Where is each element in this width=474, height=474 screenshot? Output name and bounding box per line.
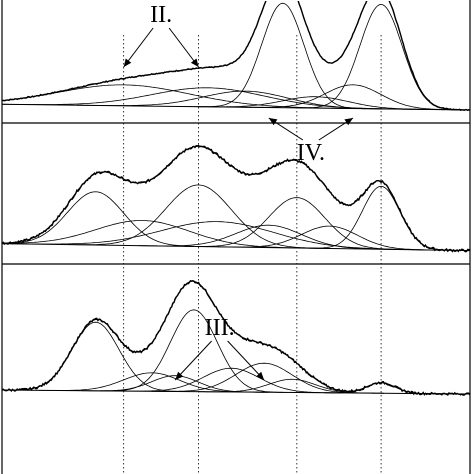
arrowhead: [256, 371, 265, 380]
measured-spectrum: [2, 279, 470, 396]
fitted-component-peak: [67, 184, 330, 249]
arrowhead: [123, 58, 132, 67]
arrowhead: [190, 58, 199, 67]
fitted-component-peak: [198, 2, 366, 110]
pointer-arrow: [123, 27, 154, 68]
fitted-component-peak: [2, 321, 190, 392]
fitted-component-peak: [198, 378, 384, 394]
envelope-fit: [2, 280, 470, 395]
pointer-arrow: [227, 340, 265, 381]
panel-plot-area: [2, 1, 470, 112]
arrowhead: [175, 371, 184, 380]
measured-spectrum: [2, 144, 470, 253]
fitted-component-peak: [119, 367, 344, 394]
peak-label: IV.: [297, 140, 325, 166]
peak-label: III.: [205, 315, 235, 341]
pointer-arrow: [174, 340, 212, 381]
arrowhead: [344, 118, 353, 126]
fitted-component-peak: [151, 362, 375, 394]
fitted-component-peak: [137, 224, 398, 250]
reference-lines: [123, 35, 382, 474]
fitted-component-peak: [184, 197, 408, 250]
fitted-component-peak: [2, 191, 208, 248]
fitted-component-peak: [2, 221, 440, 251]
measured-spectrum: [2, 1, 470, 112]
peak-annotations: II. IV. III.: [123, 2, 354, 381]
arrowhead: [268, 118, 278, 126]
panel-plot-area: [2, 279, 470, 396]
pointer-arrow: [168, 27, 199, 68]
fitted-component-peak: [240, 84, 464, 111]
spectrum-panel: [2, 1, 470, 112]
envelope-fit: [2, 1, 470, 111]
spectrum-panels: [2, 1, 470, 396]
fitted-component-peak: [306, 185, 455, 251]
fitted-component-peak: [217, 225, 440, 251]
fitted-component-peak: [184, 96, 445, 111]
spectrum-panel: [2, 144, 470, 253]
peak-label: II.: [150, 2, 172, 28]
spectrum-panel: [2, 279, 470, 396]
panel-plot-area: [2, 144, 470, 253]
fitted-component-peak: [39, 372, 265, 393]
fitted-component-peak: [2, 220, 330, 249]
fitted-component-peak: [100, 309, 288, 393]
